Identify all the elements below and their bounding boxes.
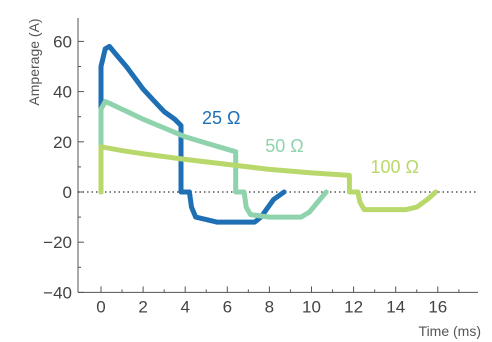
x-tick-label: 4 [180, 297, 189, 316]
series-line-2 [98, 99, 329, 220]
y-tick-label: −20 [43, 233, 72, 252]
x-tick-label: 2 [138, 297, 147, 316]
x-tick-label: 14 [386, 297, 405, 316]
x-tick-label: 10 [302, 297, 321, 316]
series-line-1 [98, 43, 287, 225]
y-tick-label: 60 [53, 32, 72, 51]
y-tick-label: −40 [43, 283, 72, 302]
chart-series [98, 43, 439, 225]
y-axis-title: Amperage (A) [26, 18, 42, 105]
series-label-1: 25 Ω [202, 108, 240, 128]
x-tick-label: 6 [223, 297, 232, 316]
x-tick-label: 12 [344, 297, 363, 316]
x-tick-label: 0 [96, 297, 105, 316]
series-line-3 [98, 144, 439, 213]
y-tick-label: 20 [53, 133, 72, 152]
x-axis-title: Time (ms) [419, 323, 481, 339]
chart-labels: 25 Ω 50 Ω 100 Ω [202, 108, 419, 177]
series-label-3: 100 Ω [370, 157, 419, 177]
series-label-2: 50 Ω [265, 136, 303, 156]
x-tick-label: 16 [428, 297, 447, 316]
y-tick-label: 40 [53, 83, 72, 102]
x-tick-label: 8 [265, 297, 274, 316]
chart-axes: −40 −20 0 20 40 60 0 2 4 6 8 10 12 14 16 [43, 18, 478, 316]
y-tick-label: 0 [63, 183, 72, 202]
